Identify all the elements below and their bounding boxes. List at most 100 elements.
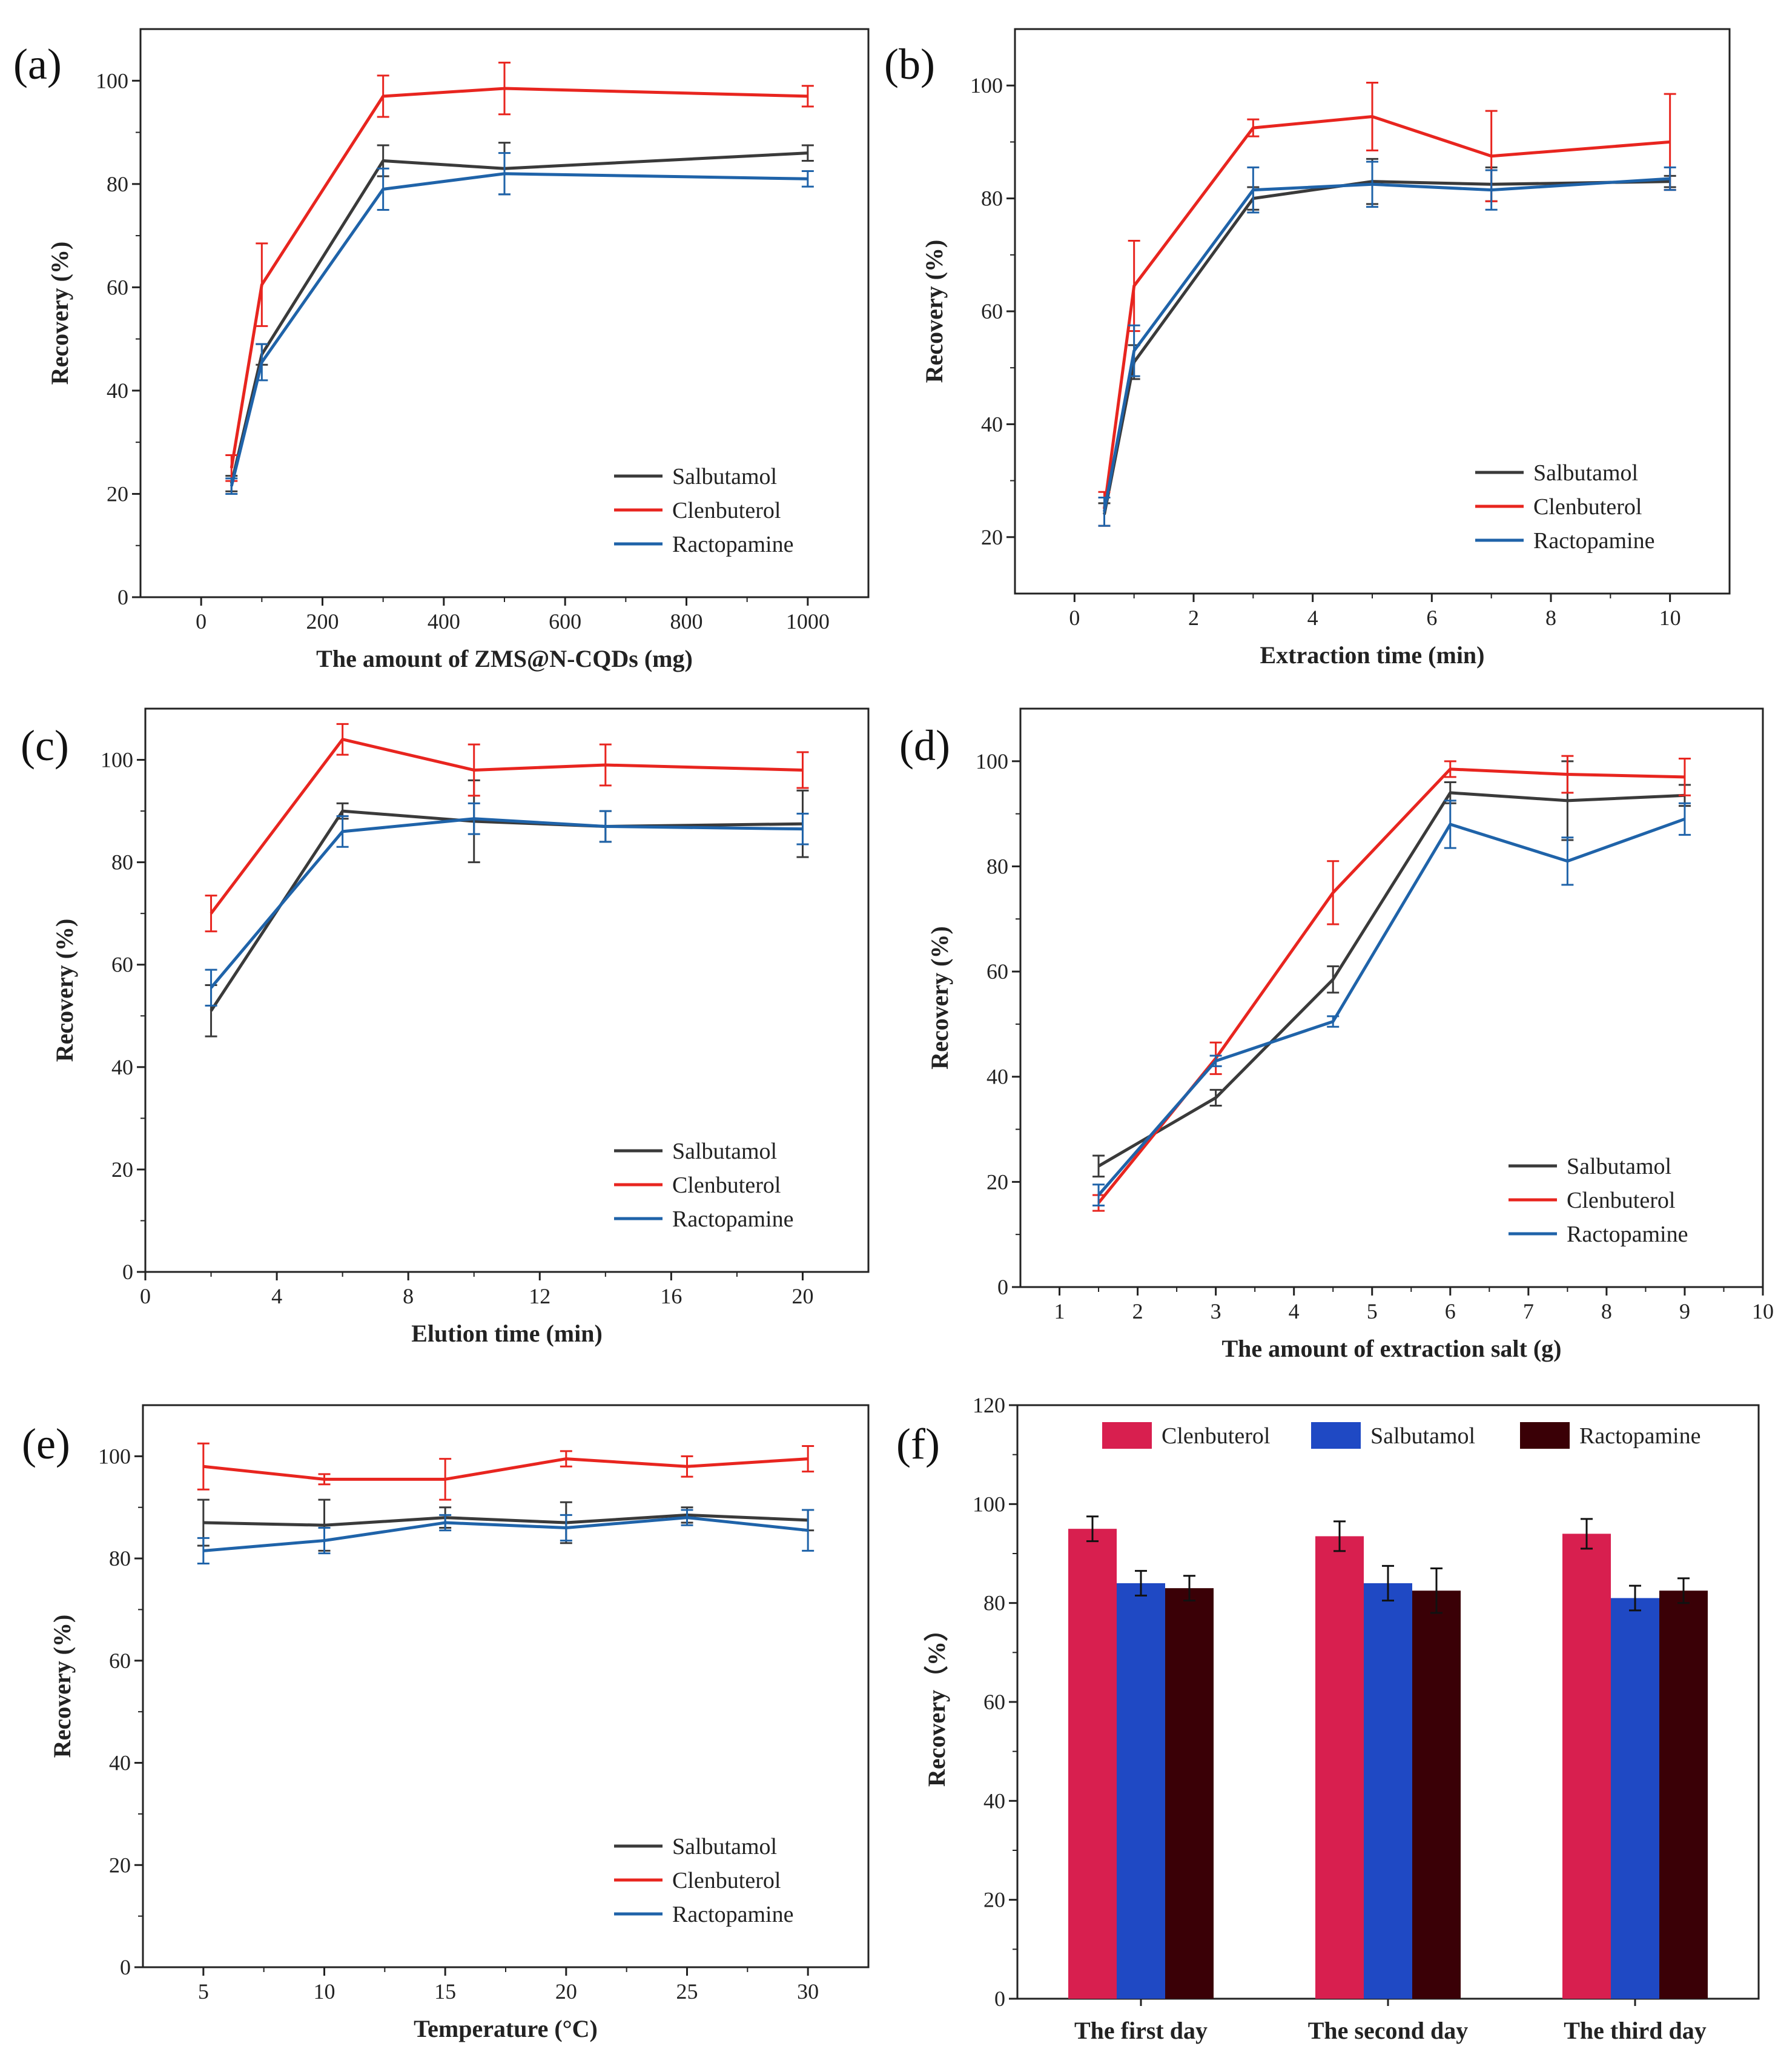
y-tick-label: 60 [983,1690,1005,1714]
x-tick-label: 800 [670,609,703,634]
bar-salbutamol [1117,1583,1165,1999]
x-tick-label: 4 [1307,606,1318,630]
legend-label: Clenbuterol [672,1868,781,1893]
series-ractopamine [1098,161,1676,527]
y-tick-label: 60 [111,953,133,977]
x-tick-label: 20 [555,1979,577,2004]
y-tick-label: 20 [983,1888,1005,1912]
x-tick-label: 7 [1523,1299,1534,1323]
y-tick-label: 40 [109,1751,131,1775]
panel-label: (a) [13,40,62,88]
x-category-label: The second day [1308,2017,1469,2044]
y-tick-label: 100 [973,1492,1005,1516]
legend-swatch [1311,1422,1361,1449]
y-axis-title: Recovery（%） [923,1617,950,1787]
legend: Salbutamol Clenbuterol Ractopamine [1475,460,1654,554]
series-line-ractopamine [210,817,803,989]
series-line-clenbuterol [230,87,808,469]
panel-label: (f) [896,1420,940,1468]
x-tick-label: 0 [196,609,207,634]
y-axis-title: Recovery (%) [920,240,948,383]
y-tick-label: 80 [986,854,1008,878]
legend-label: Salbutamol [1567,1154,1671,1179]
legend-label: Salbutamol [1370,1423,1475,1449]
y-tick-label: 80 [109,1546,131,1571]
y-tick-label: 0 [997,1275,1008,1299]
legend-label: Ractopamine [1533,528,1654,554]
legend-label: Salbutamol [672,464,777,489]
x-tick-label: 6 [1426,606,1437,630]
x-tick-label: 1000 [786,609,830,634]
series-line-clenbuterol [1097,767,1685,1204]
x-tick-label: 9 [1679,1299,1690,1323]
panel-f: (f) 0 20 40 60 80 100 120 Recovery（%） The first d… [896,1393,1760,2044]
legend-label: Ractopamine [672,1206,793,1232]
legend-label: Salbutamol [672,1139,777,1164]
y-tick-label: 120 [973,1393,1005,1417]
series-line-salbutamol [230,151,808,484]
y-tick-label: 0 [122,1260,133,1284]
x-tick-label: 6 [1445,1299,1456,1323]
legend-label: Ractopamine [672,1902,793,1927]
y-tick-label: 60 [107,275,128,299]
x-tick-label: 16 [660,1284,682,1308]
series-line-salbutamol [1097,791,1685,1168]
series-clenbuterol [1098,82,1676,527]
panel-b: (b) 20 40 60 80 100 Recovery (%) 0 2 4 6 8 10 Extract… [884,28,1731,669]
x-tick-label: 4 [1289,1299,1300,1323]
y-tick-label: 40 [111,1055,133,1079]
y-tick-label: 80 [981,187,1003,211]
series-line-ractopamine [1103,177,1670,512]
panel-d: (d) 0 20 40 60 80 100 Recovery (%) 1 2 3 4 5 6 7 8 9 10 Th… [899,707,1774,1362]
series-line-clenbuterol [203,1457,808,1481]
y-tick-label: 80 [107,172,128,196]
series-line-salbutamol [210,809,803,1012]
x-tick-label: 12 [529,1284,550,1308]
panel-c: (c) 0 20 40 60 80 100 Recovery (%) 0 4 8 12 16 20 Elut… [21,707,870,1347]
y-tick-label: 20 [981,525,1003,549]
y-axis-title: Recovery (%) [51,919,78,1062]
legend-swatch [1102,1422,1152,1449]
y-tick-label: 80 [983,1591,1005,1615]
y-tick-label: 100 [970,73,1003,98]
x-tick-label: 3 [1211,1299,1221,1323]
series-clenbuterol [1092,755,1691,1212]
y-tick-label: 20 [107,482,128,506]
legend: Salbutamol Clenbuterol Ractopamine [614,1834,793,1927]
x-tick-label: 200 [306,609,339,634]
series-clenbuterol [205,723,809,933]
y-tick-label: 20 [111,1157,133,1182]
x-tick-label: 10 [1752,1299,1774,1323]
y-tick-label: 80 [111,850,133,875]
legend-label: Ractopamine [1579,1423,1700,1449]
series-ractopamine [197,1509,815,1565]
y-tick-label: 100 [101,748,133,772]
x-tick-label: 15 [434,1979,456,2004]
x-axis-title: The amount of ZMS@N-CQDs (mg) [316,645,693,672]
panel-label: (e) [22,1420,70,1468]
x-tick-label: 4 [271,1284,282,1308]
x-axis-title: The amount of extraction salt (g) [1221,1335,1561,1362]
x-category-label: The third day [1564,2017,1707,2044]
x-tick-label: 600 [549,609,581,634]
bar-clenbuterol [1562,1534,1611,1999]
panel-a: (a) 0 20 40 60 80 100 Recovery (%) 0 200 400 600 800… [13,28,870,672]
series-salbutamol [225,142,814,492]
bar-clenbuterol [1315,1536,1364,1999]
panel-e: (e) 0 20 40 60 80 100 Recovery (%) 5 10 15 20 25 30 Te… [22,1404,870,2042]
y-tick-label: 100 [98,1444,131,1468]
bar-ractopamine [1412,1590,1461,1999]
x-axis-title: Temperature (°C) [414,2015,598,2042]
series-line-ractopamine [230,172,808,487]
legend-label: Clenbuterol [1162,1423,1270,1449]
y-axis-title: Recovery (%) [926,926,953,1070]
legend-label: Clenbuterol [1567,1188,1675,1213]
y-tick-label: 0 [117,585,128,609]
x-tick-label: 0 [1069,606,1080,630]
bar-clenbuterol [1068,1529,1117,1999]
legend-label: Clenbuterol [672,1173,781,1198]
series-salbutamol [1092,760,1691,1178]
y-tick-label: 20 [986,1170,1008,1194]
panel-label: (c) [21,721,69,770]
